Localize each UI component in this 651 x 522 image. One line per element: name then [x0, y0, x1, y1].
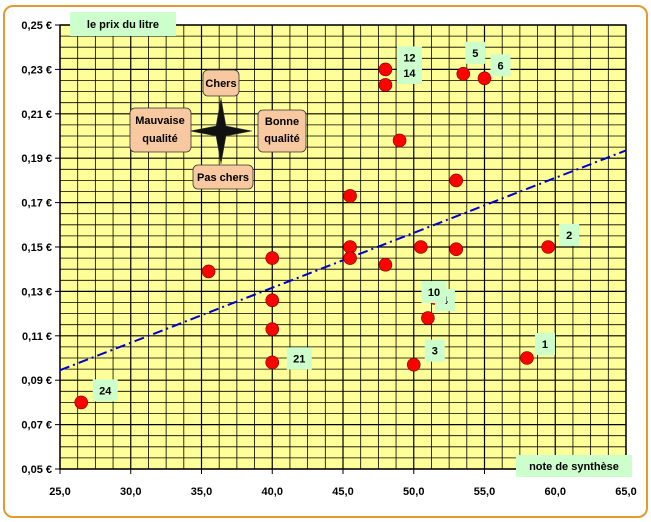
quadrant-left-box — [129, 107, 192, 153]
quadrant-right: Bonne qualité — [257, 109, 307, 153]
x-tick-label: 30,0 — [120, 486, 141, 498]
x-tick-label: 50,0 — [403, 486, 424, 498]
y-tick-label: 0,07 € — [21, 420, 52, 432]
x-tick-label: 45,0 — [332, 486, 353, 498]
x-tick-label: 35,0 — [191, 486, 212, 498]
quadrant-top-box — [202, 69, 240, 97]
data-point — [520, 351, 534, 365]
y-axis-title-box — [70, 12, 176, 36]
quadrant-left-label-line1: Mauvaise — [135, 115, 185, 127]
y-tick-label: 0,17 € — [21, 198, 52, 210]
data-point — [449, 173, 464, 188]
quadrant-right-label-line2: qualité — [264, 133, 299, 145]
quadrant-bottom-label: Pas chers — [197, 172, 249, 184]
trendline-layer — [59, 149, 627, 372]
y-tick-label: 0,13 € — [21, 286, 52, 298]
data-point — [541, 240, 555, 254]
point-label-box — [424, 339, 445, 362]
x-axis-title: note de synthèse — [516, 455, 632, 477]
compass-arrows-icon — [189, 97, 253, 165]
point-labels-layer: 2421121434105612 — [92, 41, 580, 402]
data-point — [414, 240, 428, 254]
point-label: 14 — [403, 68, 416, 80]
y-tick-label: 0,25 € — [21, 20, 52, 32]
point-label-box — [534, 333, 555, 355]
data-point — [421, 311, 435, 325]
point-label: 6 — [497, 60, 503, 72]
data-point — [265, 355, 280, 370]
data-point — [201, 264, 216, 279]
point-label: 3 — [432, 346, 438, 358]
x-axis-title-text: note de synthèse — [529, 461, 619, 473]
y-tick-label: 0,09 € — [21, 375, 52, 387]
point-label-box — [396, 61, 422, 84]
y-tick-label: 0,05 € — [21, 464, 52, 476]
point-label-box — [421, 281, 447, 304]
data-point — [343, 189, 357, 203]
data-point — [378, 62, 393, 77]
axes: 25,0 30,0 35,0 40,0 45,0 50,0 55,0 60,0 65,0 0,05… — [21, 20, 636, 498]
data-point — [343, 251, 357, 265]
quadrant-left-label-line2: qualité — [142, 133, 177, 145]
quadrant-top-label: Chers — [205, 78, 236, 90]
quadrant-top: Chers — [202, 69, 240, 97]
data-point — [477, 71, 492, 86]
y-tick-label: 0,19 € — [21, 153, 52, 165]
data-point — [378, 78, 393, 92]
data-point — [265, 322, 280, 336]
points-layer — [74, 62, 555, 410]
data-point — [406, 357, 421, 372]
y-tick-label: 0,11 € — [22, 331, 52, 343]
y-axis-title: le prix du litre — [70, 12, 176, 36]
quadrant-right-label-line1: Bonne — [265, 116, 299, 128]
point-label-box — [490, 54, 511, 77]
point-label-box — [559, 224, 580, 246]
point-label: 5 — [472, 48, 478, 60]
x-axis-title-box — [516, 455, 632, 477]
quadrant-bottom-box — [192, 164, 254, 190]
quadrant-left: Mauvaise qualité — [129, 107, 192, 153]
x-tick-label: 25,0 — [49, 486, 70, 498]
data-point — [392, 133, 407, 148]
x-tick-label: 40,0 — [262, 486, 283, 498]
data-point — [456, 67, 471, 81]
data-point — [265, 251, 280, 265]
quadrant-legend: Chers Pas chers Mauvaise qualité Bonne q… — [129, 69, 307, 190]
point-label-box — [286, 347, 312, 370]
quadrant-bottom: Pas chers — [192, 164, 254, 190]
point-label: 24 — [99, 385, 112, 397]
data-point — [74, 395, 89, 410]
data-point — [449, 242, 464, 257]
data-point — [378, 257, 393, 272]
data-point — [265, 293, 280, 308]
point-label: 10 — [428, 287, 440, 299]
x-tick-label: 55,0 — [474, 486, 495, 498]
y-axis-title-text: le prix du litre — [87, 19, 159, 31]
point-label: 21 — [293, 353, 305, 365]
point-label: 1 — [542, 339, 548, 351]
point-label: 12 — [403, 52, 415, 64]
x-tick-label: 60,0 — [545, 486, 566, 498]
y-tick-label: 0,21 € — [21, 109, 52, 121]
x-tick-label: 65,0 — [615, 486, 636, 498]
point-label-box — [92, 379, 118, 402]
quadrant-right-box — [257, 109, 307, 153]
y-tick-label: 0,23 € — [21, 64, 52, 76]
point-label: 2 — [566, 230, 572, 242]
point-label-box — [465, 41, 486, 64]
trendline — [59, 149, 627, 372]
grid — [59, 24, 627, 470]
y-tick-label: 0,15 € — [21, 242, 52, 254]
